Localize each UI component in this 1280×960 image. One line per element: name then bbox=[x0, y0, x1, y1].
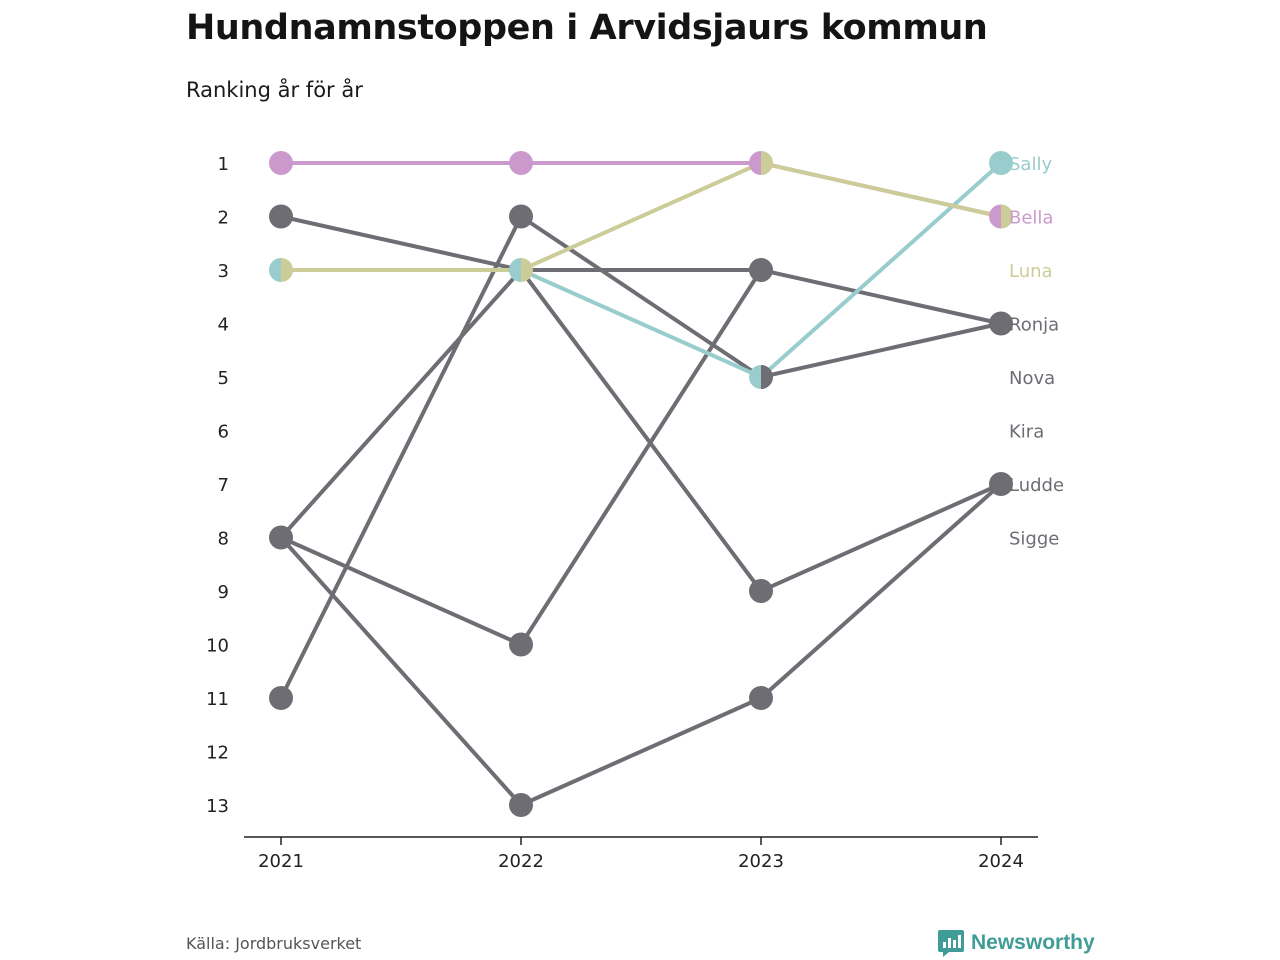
point-ronja-kira-2023 bbox=[749, 258, 773, 282]
point-fill bbox=[989, 151, 1013, 175]
x-tick-2021: 2021 bbox=[258, 851, 304, 872]
y-tick-13: 13 bbox=[206, 796, 229, 817]
chart-title: Hundnamnstoppen i Arvidsjaurs kommun bbox=[186, 8, 988, 48]
newsworthy-logo-icon bbox=[938, 930, 964, 957]
point-bella-2021 bbox=[269, 151, 293, 175]
series-label-kira: Kira bbox=[1009, 422, 1044, 443]
brand-logo[interactable]: Newsworthy bbox=[937, 928, 1095, 958]
series-line-sigge bbox=[279, 482, 1003, 807]
x-tick-2023: 2023 bbox=[738, 851, 784, 872]
y-tick-12: 12 bbox=[206, 743, 229, 764]
series-label-ludde: Ludde bbox=[1009, 475, 1064, 496]
point-sally-luna-2021 bbox=[269, 258, 293, 282]
y-tick-9: 9 bbox=[218, 582, 229, 603]
point-half-left bbox=[749, 151, 761, 175]
series-label-sally: Sally bbox=[1009, 154, 1052, 175]
point-nova-2022 bbox=[509, 204, 533, 229]
point-fill bbox=[509, 151, 533, 175]
y-tick-8: 8 bbox=[218, 529, 229, 550]
x-tick-2024: 2024 bbox=[978, 851, 1024, 872]
point-half-left bbox=[749, 365, 761, 389]
source-note: Källa: Jordbruksverket bbox=[186, 934, 362, 953]
point-fill bbox=[509, 632, 533, 657]
point-fill bbox=[269, 686, 293, 710]
point-bella-luna-2024 bbox=[989, 204, 1014, 229]
point-fill bbox=[509, 793, 533, 817]
y-tick-6: 6 bbox=[218, 422, 229, 443]
point-fill bbox=[269, 525, 293, 550]
point-fill bbox=[269, 151, 293, 175]
point-bella-luna-2023 bbox=[749, 151, 773, 175]
series-label-ronja: Ronja bbox=[1009, 315, 1059, 336]
point-sigge-2022 bbox=[509, 793, 533, 817]
y-tick-7: 7 bbox=[218, 475, 229, 496]
point-fill bbox=[749, 579, 773, 603]
point-ronja-2021 bbox=[269, 204, 293, 229]
series-line-ronja bbox=[279, 214, 1003, 326]
series-points bbox=[269, 151, 1014, 817]
series-label-bella: Bella bbox=[1009, 208, 1053, 229]
point-bella-2022 bbox=[509, 151, 533, 175]
point-fill bbox=[749, 686, 773, 710]
series-line-bella bbox=[279, 161, 1003, 219]
point-half-right bbox=[281, 258, 293, 282]
y-tick-1: 1 bbox=[218, 154, 229, 175]
y-tick-4: 4 bbox=[218, 315, 229, 336]
series-line-luna bbox=[279, 161, 1003, 272]
x-axis-ticks: 2021 2022 2023 2024 bbox=[258, 837, 1024, 872]
series-label-luna: Luna bbox=[1009, 261, 1053, 282]
point-sally-2024 bbox=[989, 151, 1013, 175]
point-fill bbox=[509, 204, 533, 229]
y-tick-3: 3 bbox=[218, 261, 229, 282]
point-fill bbox=[989, 472, 1013, 496]
brand-name: Newsworthy bbox=[971, 931, 1095, 954]
point-half-left bbox=[989, 204, 1001, 229]
point-kira-2022 bbox=[509, 632, 533, 657]
point-half-right bbox=[761, 365, 773, 389]
y-tick-10: 10 bbox=[206, 636, 229, 657]
point-half-right bbox=[1001, 204, 1014, 229]
point-ronja-nova-2024 bbox=[989, 311, 1013, 336]
point-ludde-sigge-2024 bbox=[989, 472, 1013, 496]
series-label-nova: Nova bbox=[1009, 368, 1055, 389]
series-labels: Sally Bella Luna Ronja Nova Kira Ludde Sigge bbox=[1009, 154, 1064, 550]
y-tick-11: 11 bbox=[206, 689, 229, 710]
chart-subtitle: Ranking år för år bbox=[186, 78, 363, 102]
point-fill bbox=[269, 204, 293, 229]
series-line-nova bbox=[279, 214, 1003, 700]
point-sigge-2023 bbox=[749, 686, 773, 710]
point-half-left bbox=[509, 258, 521, 282]
point-kira-ludde-sigge-2021 bbox=[269, 525, 293, 550]
point-fill bbox=[749, 258, 773, 282]
y-tick-5: 5 bbox=[218, 368, 229, 389]
point-ludde-2023 bbox=[749, 579, 773, 603]
point-half-left bbox=[269, 258, 281, 282]
point-half-right bbox=[521, 258, 533, 282]
y-tick-2: 2 bbox=[218, 208, 229, 229]
point-fill bbox=[989, 311, 1013, 336]
x-tick-2022: 2022 bbox=[498, 851, 544, 872]
point-nova-2021 bbox=[269, 686, 293, 710]
point-sally-luna-ronja-ludde-2022 bbox=[509, 258, 533, 282]
point-sally-nova-2023 bbox=[749, 365, 773, 389]
point-half-right bbox=[761, 151, 773, 175]
series-lines bbox=[279, 161, 1003, 807]
series-label-sigge: Sigge bbox=[1009, 529, 1059, 550]
series-line-ludde bbox=[279, 268, 1003, 593]
